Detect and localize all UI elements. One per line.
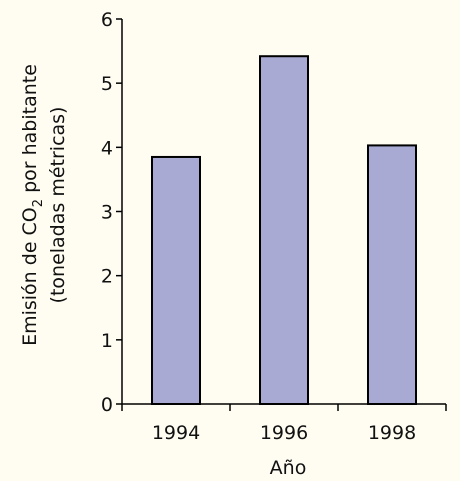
x-axis-ticks: 1994 1996 1998 [121,404,447,444]
y-axis-title-subscript: 2 [31,199,46,207]
y-tick-label: 2 [101,266,113,288]
y-axis-title-line1: Emisión de CO2 por habitante [19,64,46,346]
y-tick-label: 1 [101,330,113,352]
y-tick-label: 0 [101,394,113,416]
x-tick-label-1994: 1994 [152,422,200,444]
x-tick-label-1998: 1998 [368,422,416,444]
y-tick-label: 4 [101,137,113,159]
y-axis-title-line2: (toneladas métricas) [47,107,69,304]
y-tick-label: 3 [101,202,113,224]
y-tick-label: 6 [101,9,113,31]
bars-group [151,55,417,406]
bar-1996 [259,55,309,405]
y-axis-title-pre: Emisión de CO [19,207,41,346]
y-axis-title: Emisión de CO2 por habitante (toneladas … [19,64,69,346]
y-axis-title-post: por habitante [19,64,41,199]
y-axis-ticks: 0 1 2 3 4 5 6 [101,9,122,416]
bar-1994 [151,155,201,405]
x-tick-label-1996: 1996 [260,422,308,444]
y-tick-label: 5 [101,73,113,95]
x-axis-title: Año [270,457,307,479]
bar-1998 [367,144,417,406]
